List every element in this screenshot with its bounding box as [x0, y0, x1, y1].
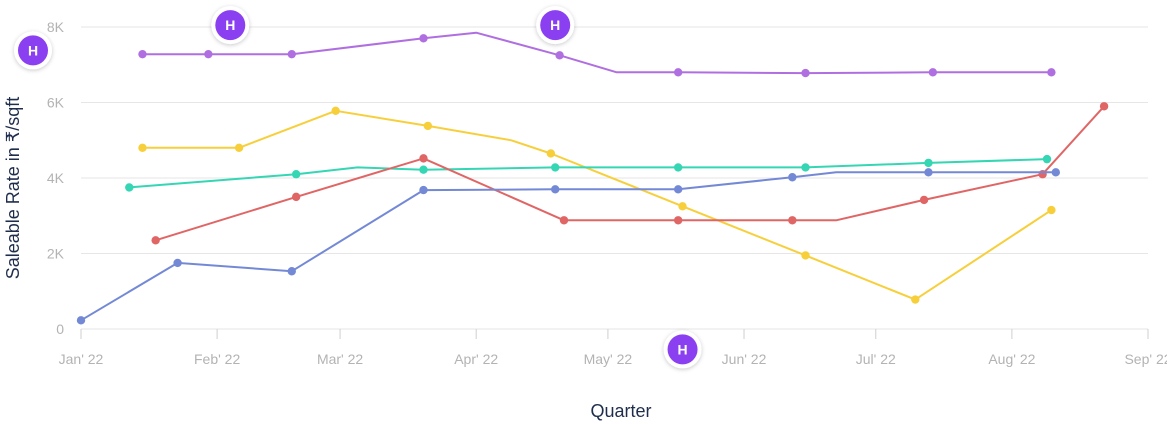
data-point[interactable]: [419, 34, 428, 43]
data-point[interactable]: [1042, 154, 1052, 164]
data-point[interactable]: [1038, 170, 1047, 179]
data-point[interactable]: [291, 192, 301, 202]
data-point[interactable]: [1051, 168, 1060, 177]
data-point[interactable]: [911, 295, 920, 304]
data-point[interactable]: [788, 216, 797, 225]
x-tick-label: Jun' 22: [722, 351, 767, 367]
data-point[interactable]: [419, 185, 428, 195]
annotation-badge[interactable]: H: [14, 31, 52, 70]
badge-fill: [667, 334, 698, 365]
y-tick-label: 0: [56, 321, 64, 337]
data-point[interactable]: [678, 202, 687, 211]
data-point[interactable]: [673, 185, 683, 194]
y-tick-label: 8K: [47, 19, 65, 35]
data-point[interactable]: [673, 163, 683, 172]
data-point[interactable]: [1099, 102, 1109, 111]
data-point[interactable]: [928, 68, 938, 77]
badge-fill: [540, 10, 571, 41]
badge-fill: [18, 35, 48, 66]
x-tick-label: Mar' 22: [317, 351, 363, 367]
data-point[interactable]: [801, 251, 810, 260]
x-tick-label: Sep' 22: [1124, 351, 1167, 367]
series-group: [76, 31, 1109, 325]
series-5: [76, 168, 1060, 325]
data-point[interactable]: [125, 183, 134, 192]
data-point[interactable]: [801, 68, 810, 78]
series-1: [138, 31, 1056, 78]
data-point[interactable]: [138, 49, 147, 59]
data-point[interactable]: [551, 163, 560, 172]
annotation-badge[interactable]: H: [663, 330, 702, 369]
data-point[interactable]: [1047, 205, 1056, 215]
series-2: [138, 106, 1056, 304]
x-tick-label: Feb' 22: [194, 351, 240, 367]
data-point[interactable]: [287, 267, 296, 276]
x-tick-label: Jul' 22: [856, 351, 896, 367]
y-axis-title: Saleable Rate in ₹/sqft: [3, 97, 23, 280]
series-line: [142, 31, 1052, 75]
series-line: [80, 171, 1056, 322]
data-point[interactable]: [788, 173, 797, 182]
data-point[interactable]: [151, 236, 160, 245]
x-axis-ticks: Jan' 22 Feb' 22 Mar' 22 Apr' 22 May' 22 Jun' …: [59, 329, 1167, 367]
annotation-badge[interactable]: H: [536, 6, 575, 45]
annotation-markers: H H H H: [14, 6, 702, 369]
y-tick-label: 4K: [47, 170, 65, 186]
data-point[interactable]: [419, 154, 428, 163]
data-point[interactable]: [555, 51, 564, 60]
x-axis-title: Quarter: [590, 401, 651, 421]
data-point[interactable]: [559, 216, 569, 225]
badge-label: H: [550, 17, 560, 33]
data-point[interactable]: [291, 170, 301, 179]
badge-label: H: [677, 341, 687, 357]
data-point[interactable]: [234, 143, 244, 152]
badge-label: H: [28, 42, 38, 58]
data-point[interactable]: [551, 185, 560, 194]
data-point[interactable]: [138, 143, 147, 152]
data-point[interactable]: [423, 121, 433, 131]
badge-fill: [215, 10, 246, 41]
data-point[interactable]: [331, 106, 340, 116]
annotation-badge[interactable]: H: [211, 6, 250, 45]
data-point[interactable]: [919, 195, 929, 205]
data-point[interactable]: [924, 168, 933, 177]
x-tick-label: Apr' 22: [454, 351, 498, 367]
x-tick-label: Jan' 22: [59, 351, 104, 367]
data-point[interactable]: [287, 49, 296, 59]
x-tick-label: Aug' 22: [988, 351, 1035, 367]
y-axis-ticks: 0 2K 4K 6K 8K: [47, 19, 65, 337]
series-line: [142, 109, 1052, 301]
data-point[interactable]: [673, 216, 683, 225]
data-point[interactable]: [924, 158, 933, 168]
series-3: [125, 154, 1052, 192]
data-point[interactable]: [546, 149, 556, 158]
y-tick-label: 2K: [47, 246, 65, 262]
data-point[interactable]: [1047, 68, 1056, 77]
data-point[interactable]: [204, 49, 213, 59]
data-point[interactable]: [673, 68, 683, 77]
data-point[interactable]: [76, 316, 86, 325]
x-tick-label: May' 22: [584, 351, 633, 367]
series-line: [155, 105, 1105, 242]
data-point[interactable]: [419, 165, 428, 174]
badge-label: H: [225, 17, 235, 33]
data-point[interactable]: [801, 163, 810, 172]
data-point[interactable]: [173, 258, 182, 268]
series-4: [151, 102, 1109, 245]
y-tick-label: 6K: [47, 95, 65, 111]
